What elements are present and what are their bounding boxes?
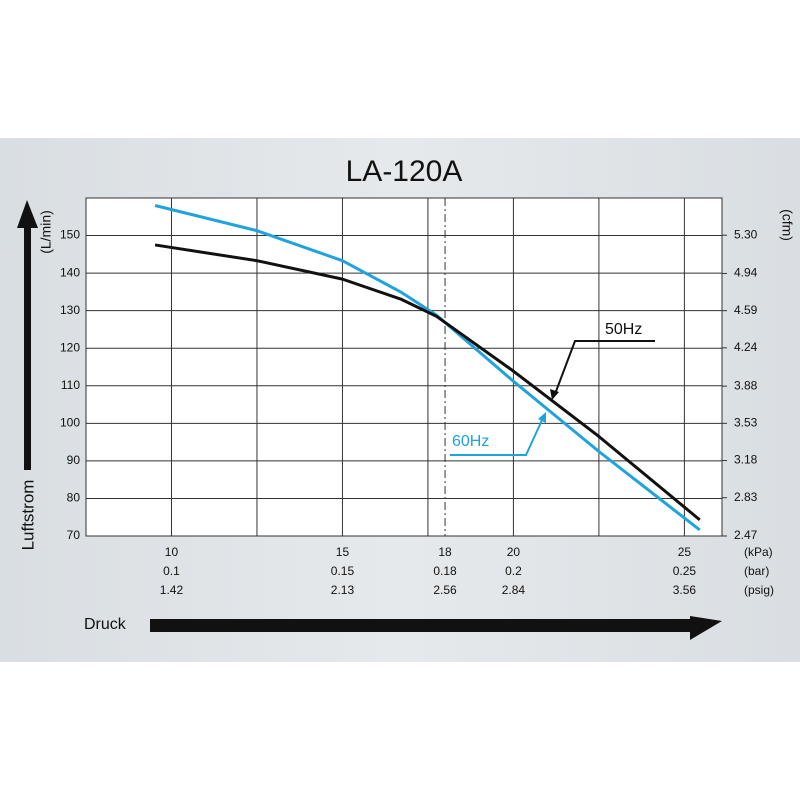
x-tick-label: 10 xyxy=(165,545,179,559)
x-tick-label-bar: 0.2 xyxy=(505,564,522,578)
y2-tick-label: 3.88 xyxy=(734,378,758,392)
series-label: 50Hz xyxy=(605,321,642,338)
x-tick-label-bar: 0.15 xyxy=(331,564,355,578)
x-unit-label: (psig) xyxy=(744,583,774,597)
x-unit-label: (kPa) xyxy=(744,545,773,559)
label-leader xyxy=(554,340,655,395)
y2-tick-label: 4.24 xyxy=(734,340,758,354)
x-tick-label: 15 xyxy=(336,545,350,559)
y2-tick-label: 2.83 xyxy=(734,490,758,504)
y2-tick-label: 3.18 xyxy=(734,453,758,467)
y2-axis-label: (cfm) xyxy=(779,209,795,241)
x-tick-label-psig: 2.13 xyxy=(331,583,355,597)
x-tick-label-psig: 1.42 xyxy=(160,583,184,597)
y-tick-label: 130 xyxy=(60,303,80,317)
series-label: 60Hz xyxy=(452,433,489,450)
x-tick-label-bar: 0.18 xyxy=(433,564,457,578)
y-tick-label: 120 xyxy=(60,340,80,354)
y-arrow xyxy=(17,200,38,470)
x-tick-label: 20 xyxy=(507,545,521,559)
y-axis-label: (L/min) xyxy=(38,210,54,254)
y-tick-label: 100 xyxy=(60,416,80,430)
y2-tick-label: 2.47 xyxy=(734,528,758,542)
x-tick-label-psig: 2.84 xyxy=(502,583,526,597)
line xyxy=(154,204,701,532)
y2-tick-label: 4.94 xyxy=(734,266,758,280)
x-tick-label-psig: 2.56 xyxy=(433,583,457,597)
y2-tick-label: 3.53 xyxy=(734,416,758,430)
x-arrow xyxy=(150,616,722,640)
label-leader xyxy=(450,417,544,456)
label-arrowhead xyxy=(538,412,546,423)
plot-area xyxy=(85,197,723,537)
label-arrowhead xyxy=(550,389,559,400)
y-tick-label: 90 xyxy=(67,453,81,467)
y2-tick-label: 5.30 xyxy=(734,227,758,241)
x-unit-label: (bar) xyxy=(744,564,769,578)
y-tick-label: 110 xyxy=(61,378,80,392)
x-tick-label: 18 xyxy=(438,545,452,559)
y-tick-label: 70 xyxy=(67,528,81,542)
y-axis-title: Luftstrom xyxy=(18,480,37,551)
x-tick-label-bar: 0.25 xyxy=(673,564,697,578)
x-tick-label-psig: 3.56 xyxy=(673,583,697,597)
line xyxy=(154,243,701,522)
x-axis-title: Druck xyxy=(84,616,127,633)
x-tick-label-bar: 0.1 xyxy=(163,564,180,578)
y-tick-label: 140 xyxy=(60,265,80,279)
x-tick-label: 25 xyxy=(678,545,692,559)
y-tick-label: 80 xyxy=(67,491,81,505)
chart-title: LA-120A xyxy=(346,155,463,188)
y-tick-label: 150 xyxy=(60,228,80,242)
y2-tick-label: 4.59 xyxy=(734,303,758,317)
